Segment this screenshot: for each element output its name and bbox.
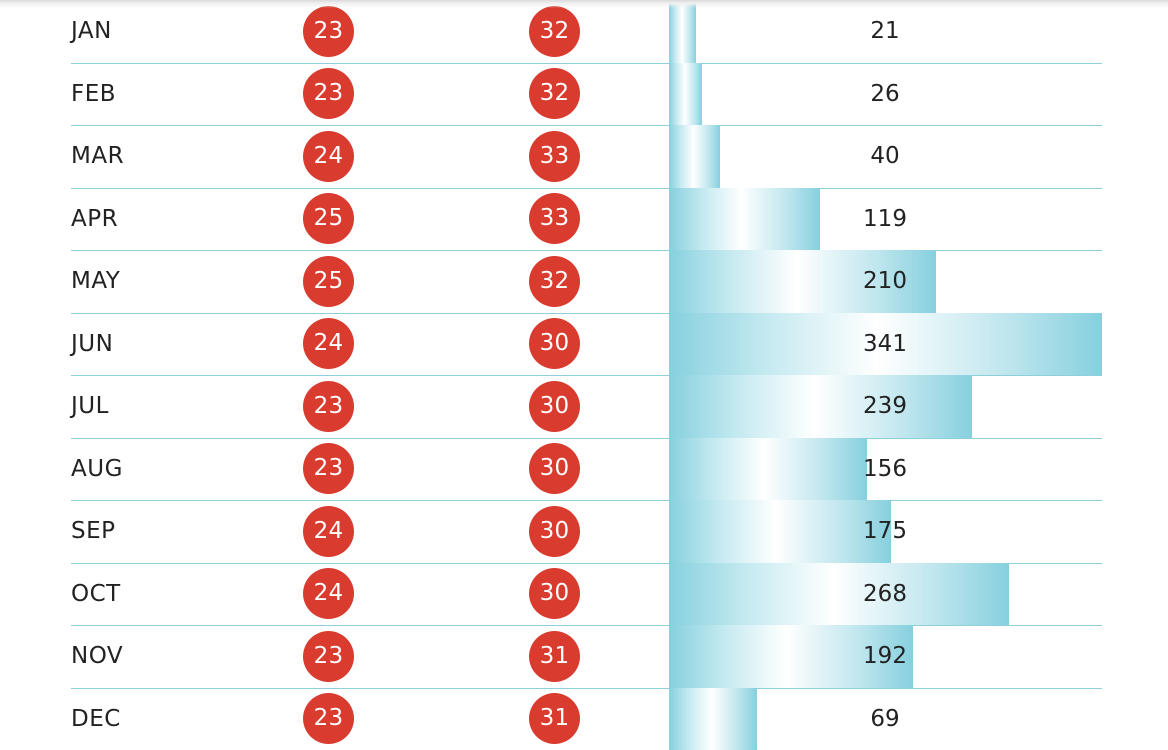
month-label: APR [71,205,119,232]
row-divider [71,312,1102,314]
min-temp-badge: 24 [303,130,354,182]
max-temp-badge: 32 [529,68,580,120]
min-temp-badge: 25 [303,193,354,245]
rainfall-value: 26 [870,80,900,107]
table-row: SEP 24 30 175 [0,500,1168,563]
month-label: AUG [71,455,123,482]
rainfall-bar [669,250,936,313]
min-temp-badge: 23 [303,630,354,682]
rainfall-bar [669,312,1102,375]
rainfall-value: 156 [863,455,907,482]
month-label: MAR [71,143,125,169]
rainfall-bar [669,625,913,688]
rainfall-value: 21 [870,18,900,44]
rainfall-bar [669,0,696,63]
table-row: APR 25 33 119 [0,187,1168,250]
row-divider [71,500,1102,501]
min-temp-badge: 23 [303,380,354,432]
top-shadow [0,0,1168,8]
max-temp-badge: 32 [529,5,580,57]
row-divider [71,62,1102,64]
row-divider [71,125,1102,126]
rainfall-value: 192 [863,643,907,669]
table-row: OCT 24 30 268 [0,562,1168,625]
month-label: FEB [71,80,117,107]
max-temp-badge: 30 [529,443,580,495]
rainfall-bar [669,437,867,500]
max-temp-badge: 30 [529,318,580,370]
month-label: JUN [71,330,114,357]
row-divider [71,687,1102,689]
max-temp-badge: 30 [529,568,580,620]
month-label: DEC [71,705,121,732]
max-temp-badge: 30 [529,380,580,432]
table-row: FEB 23 32 26 [0,62,1168,125]
max-temp-badge: 30 [529,505,580,557]
rainfall-value: 268 [863,580,907,607]
rainfall-value: 210 [863,268,907,294]
min-temp-badge: 23 [303,5,354,57]
max-temp-badge: 31 [529,630,580,682]
month-label: SEP [71,518,116,544]
min-temp-badge: 23 [303,443,354,495]
table-row: JUL 23 30 239 [0,375,1168,438]
rainfall-bar [669,562,1009,625]
rainfall-value: 239 [863,393,907,419]
rainfall-value: 69 [870,705,900,732]
table-row: MAY 25 32 210 [0,250,1168,313]
rainfall-value: 40 [870,143,900,169]
min-temp-badge: 24 [303,568,354,620]
max-temp-badge: 32 [529,255,580,307]
row-divider [71,562,1102,564]
table-row: AUG 23 30 156 [0,437,1168,500]
rainfall-bar [669,500,891,563]
row-divider [71,187,1102,189]
table-row: JUN 24 30 341 [0,312,1168,375]
row-divider [71,625,1102,626]
min-temp-badge: 24 [303,318,354,370]
max-temp-badge: 31 [529,693,580,745]
rainfall-bar [669,375,972,438]
month-label: OCT [71,580,121,607]
max-temp-badge: 33 [529,130,580,182]
rainfall-bar [669,187,820,250]
month-label: JAN [71,18,112,44]
max-temp-badge: 33 [529,193,580,245]
month-label: NOV [71,643,124,669]
row-divider [71,250,1102,251]
rainfall-value: 175 [863,518,907,544]
month-label: MAY [71,268,121,294]
table-row: DEC 23 31 69 [0,687,1168,750]
min-temp-badge: 25 [303,255,354,307]
rainfall-value: 341 [863,330,907,357]
row-divider [71,437,1102,439]
rainfall-bar [669,125,720,188]
min-temp-badge: 23 [303,693,354,745]
rainfall-bar [669,687,757,750]
table-row: NOV 23 31 192 [0,625,1168,688]
month-label: JUL [71,393,109,419]
min-temp-badge: 23 [303,68,354,120]
min-temp-badge: 24 [303,505,354,557]
table-row: JAN 23 32 21 [0,0,1168,63]
rainfall-value: 119 [863,205,907,232]
row-divider [71,375,1102,376]
table-row: MAR 24 33 40 [0,125,1168,188]
rainfall-bar [669,62,702,125]
